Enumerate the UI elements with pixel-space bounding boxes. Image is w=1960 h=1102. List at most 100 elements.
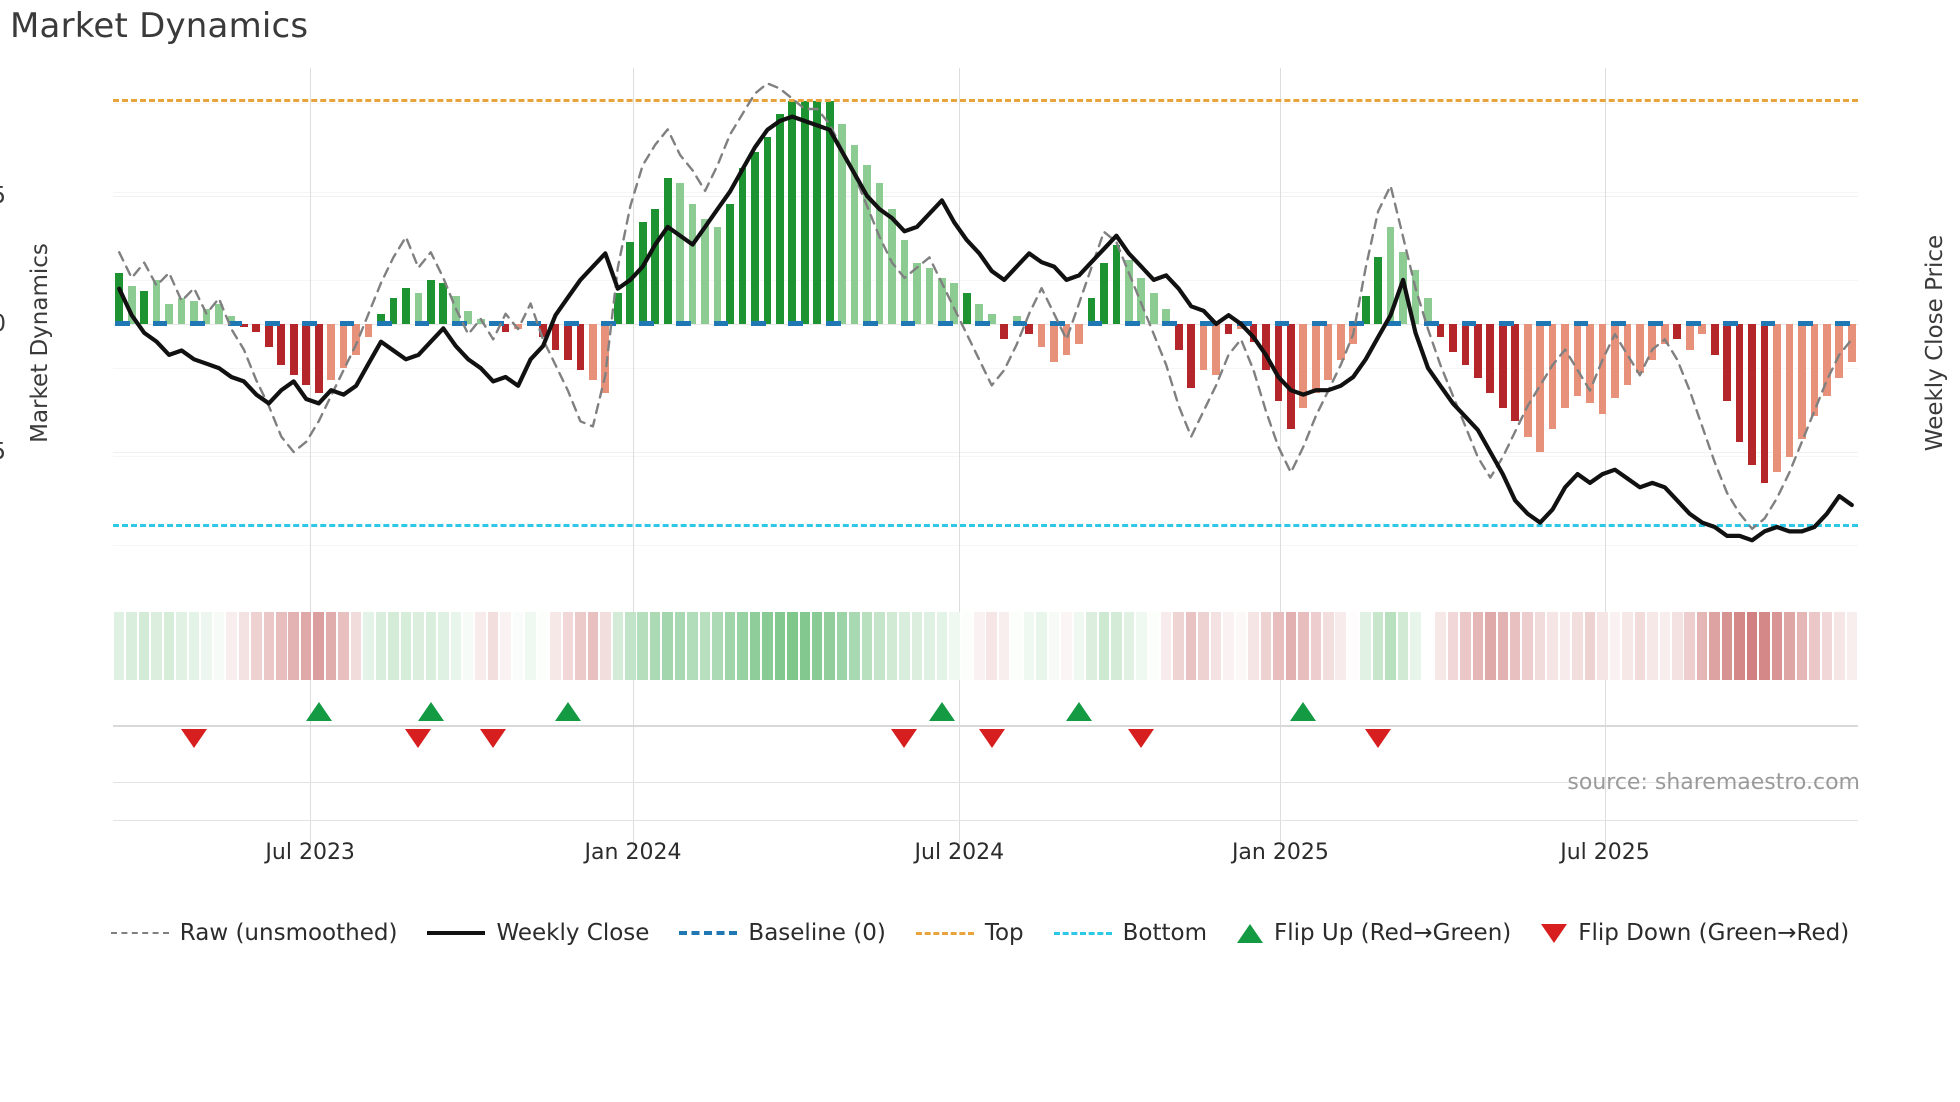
baseline-segment: [1349, 321, 1364, 326]
legend-item[interactable]: Bottom: [1053, 920, 1207, 946]
bar: [277, 324, 286, 365]
x-tick-line: [959, 68, 961, 852]
heatmap-cell: [612, 612, 624, 680]
flip-up-marker: [417, 702, 444, 721]
baseline-segment: [1199, 321, 1215, 326]
heatmap-cell: [537, 612, 549, 680]
bar: [1698, 324, 1707, 335]
gridline-right: [113, 191, 1858, 193]
chart-legend: Raw (unsmoothed) Weekly Close Baseline (0)…: [0, 920, 1960, 946]
heatmap-cell: [637, 612, 648, 680]
heatmap-cell: [1335, 612, 1346, 680]
gridline-right: [113, 544, 1858, 546]
x-tick-line: [310, 68, 312, 852]
bar: [1124, 260, 1133, 324]
baseline-segment: [825, 321, 841, 326]
bar: [1424, 298, 1432, 324]
bar: [962, 293, 971, 324]
heatmap-cell: [1310, 612, 1322, 680]
bar: [1336, 324, 1345, 360]
heatmap-cell: [1734, 612, 1745, 680]
legend-item[interactable]: Flip Down (Green→Red): [1541, 920, 1849, 946]
bar: [1511, 324, 1520, 422]
baseline-segment: [414, 321, 430, 326]
bar: [501, 324, 510, 332]
heatmap-cell: [1821, 612, 1833, 680]
baseline-segment: [377, 321, 392, 326]
bar: [364, 324, 373, 337]
bar: [1773, 324, 1781, 473]
bar: [1810, 324, 1819, 417]
heatmap-cell: [226, 612, 237, 680]
baseline-segment: [1124, 321, 1140, 326]
bar: [1037, 324, 1046, 348]
heatmap-cell: [886, 612, 898, 680]
bar: [913, 262, 921, 324]
bar: [800, 101, 809, 324]
heatmap-cell: [1472, 612, 1484, 680]
triangle-down-red-icon: [1541, 923, 1568, 943]
legend-label: Top: [984, 920, 1024, 946]
bar: [1062, 324, 1071, 355]
heatmap-cell: [811, 612, 823, 680]
bar: [1025, 324, 1033, 335]
bar: [1299, 324, 1308, 409]
heatmap-cell: [949, 612, 960, 680]
heatmap-cell: [824, 612, 835, 680]
bar: [663, 178, 672, 324]
solid-black-icon: [427, 931, 486, 935]
heatmap-cell: [263, 612, 275, 680]
heatmap-cell: [749, 612, 761, 680]
heatmap-cell: [1784, 612, 1795, 680]
heatmap-cell: [1248, 612, 1259, 680]
bar: [1087, 298, 1096, 324]
bar: [1673, 324, 1682, 340]
bar: [738, 167, 747, 324]
bar: [1710, 324, 1719, 355]
flip-down-marker: [480, 729, 507, 748]
legend-item[interactable]: Baseline (0): [679, 920, 886, 946]
heatmap-cell: [662, 612, 673, 680]
heatmap-cell: [1796, 612, 1808, 680]
baseline-segment: [264, 321, 280, 326]
bar: [115, 272, 124, 324]
baseline-segment: [1012, 321, 1028, 326]
legend-item[interactable]: Flip Up (Red→Green): [1237, 920, 1511, 946]
baseline-segment: [1424, 321, 1439, 326]
baseline-segment: [115, 321, 131, 326]
bottom-threshold-line: [113, 523, 1858, 527]
bar: [1162, 308, 1171, 324]
heatmap-cell: [1285, 612, 1297, 680]
legend-label: Raw (unsmoothed): [179, 920, 398, 946]
baseline-segment: [1274, 321, 1290, 326]
baseline-segment: [1386, 321, 1402, 326]
bar: [464, 311, 473, 324]
flip-down-marker: [978, 729, 1005, 748]
baseline-segment: [900, 321, 916, 326]
bar: [1050, 324, 1058, 363]
bar: [1100, 262, 1108, 324]
heatmap-cell: [1572, 612, 1583, 680]
bar: [190, 300, 198, 324]
bar: [389, 298, 398, 324]
heatmap-cell: [1123, 612, 1135, 680]
bar: [938, 277, 946, 324]
legend-item[interactable]: Top: [915, 920, 1024, 946]
source-caption: source: sharemaestro.com: [1567, 770, 1860, 795]
heatmap-cell: [276, 612, 287, 680]
bar: [1075, 324, 1083, 345]
heatmap-cell: [238, 612, 250, 680]
legend-item[interactable]: Raw (unsmoothed): [110, 920, 398, 946]
bar: [638, 221, 647, 324]
bar: [551, 324, 560, 350]
bar: [1847, 324, 1856, 363]
heatmap-cell: [1485, 612, 1496, 680]
bar: [1274, 324, 1283, 401]
heatmap-cell: [1771, 612, 1783, 680]
legend-item[interactable]: Weekly Close: [427, 920, 649, 946]
heatmap-cell: [1385, 612, 1396, 680]
bar: [352, 324, 360, 355]
heatmap-cell: [375, 612, 387, 680]
baseline-segment: [751, 321, 766, 326]
heatmap-cell: [300, 612, 312, 680]
